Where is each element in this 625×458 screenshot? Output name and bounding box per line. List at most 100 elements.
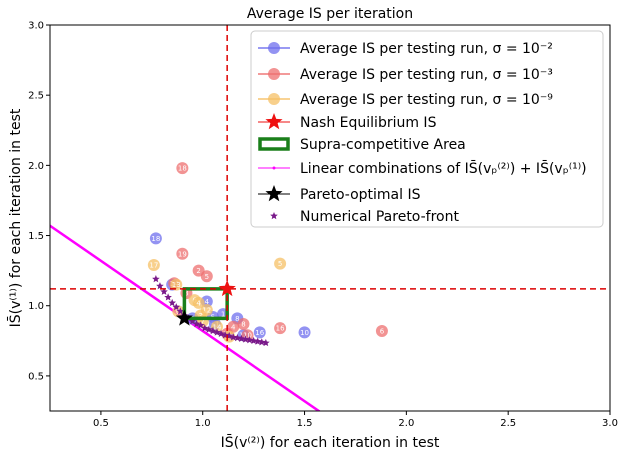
pareto-front-point <box>237 334 246 342</box>
legend-marker <box>265 185 283 202</box>
legend-label: Average IS per testing run, σ = 10⁻² <box>300 41 553 57</box>
legend-marker <box>268 93 280 105</box>
pareto-front-point <box>253 337 262 345</box>
legend-entry-nash: Nash Equilibrium IS <box>258 113 437 131</box>
pareto-front-point <box>262 338 270 347</box>
x-tick-label: 1.0 <box>195 418 211 429</box>
data-point <box>200 270 213 283</box>
pareto-front-point <box>196 321 205 329</box>
pareto-front-point <box>168 298 176 307</box>
markers-layer <box>175 279 236 326</box>
legend-entry-blue: Average IS per testing run, σ = 10⁻² <box>258 41 553 57</box>
legend-label: Average IS per testing run, σ = 10⁻³ <box>300 67 553 83</box>
data-point <box>375 324 388 337</box>
legend-marker <box>258 137 290 151</box>
legend-label: Numerical Pareto-front <box>300 209 459 225</box>
data-point <box>274 257 287 270</box>
pareto-front-point <box>164 293 172 301</box>
data-point-label: 2 <box>196 267 200 275</box>
data-point-label: 4 <box>196 299 201 307</box>
nash-dashed-lines <box>50 25 610 411</box>
pareto-front-point <box>233 334 242 342</box>
legend-marker <box>265 113 283 130</box>
legend-label: Average IS per testing run, σ = 10⁻⁹ <box>300 92 553 108</box>
legend-label: Nash Equilibrium IS <box>300 115 437 131</box>
legend-entry-supra: Supra-competitive Area <box>258 137 466 153</box>
data-point <box>147 259 160 272</box>
data-point-label: 4 <box>205 298 210 306</box>
legend-entry-red: Average IS per testing run, σ = 10⁻³ <box>258 67 553 83</box>
legend-marker <box>270 212 278 220</box>
data-point-label: 1 <box>221 311 225 319</box>
y-tick-label: 3.0 <box>28 21 44 32</box>
pareto-front-point <box>241 335 250 343</box>
x-axis-label: IS̄(v⁽²⁾) for each iteration in test <box>221 433 440 451</box>
y-tick-label: 1.0 <box>28 301 44 312</box>
data-point-label: 4 <box>231 323 236 331</box>
pareto-front-point <box>172 303 181 311</box>
data-point-label: 14 <box>213 323 222 331</box>
data-point-label: 18 <box>151 235 160 243</box>
data-point <box>274 322 287 335</box>
pareto-front-point <box>245 336 254 344</box>
data-point-label: 0 <box>176 308 180 316</box>
pareto-front-point <box>152 275 160 283</box>
legend-box <box>250 30 604 228</box>
x-tick-label: 0.5 <box>93 418 109 429</box>
legend-entry-orange: Average IS per testing run, σ = 10⁻⁹ <box>258 92 553 108</box>
legend-label: Supra-competitive Area <box>300 137 466 153</box>
data-point-label: 3 <box>184 290 188 298</box>
data-point-label: 10 <box>243 332 252 340</box>
data-point-label: 6 <box>380 327 385 335</box>
legend-label: Linear combinations of IS̄(vₚ⁽²⁾) + IS̄(… <box>300 159 587 177</box>
pareto-optimal-marker <box>175 309 193 326</box>
x-tick-label: 2.5 <box>500 418 516 429</box>
legend-marker <box>268 42 280 54</box>
chart-title: Average IS per iteration <box>247 6 413 22</box>
pareto-front-point <box>176 307 185 315</box>
legend-marker <box>268 68 280 80</box>
pareto-front-point <box>249 336 258 345</box>
data-point-label: 10 <box>300 329 309 337</box>
data-point <box>253 326 266 339</box>
data-point-label: 12 <box>202 306 211 314</box>
data-point-label: 18 <box>178 165 187 173</box>
data-point-label: 8 <box>235 315 239 323</box>
data-point-label: 5 <box>278 260 282 268</box>
data-point-label: 5 <box>205 273 209 281</box>
pareto-front-point <box>229 333 238 341</box>
y-axis-label: IS̄(v⁽¹⁾) for each iteration in test <box>6 108 24 327</box>
data-point-label: 17 <box>149 262 158 270</box>
data-point <box>149 232 162 245</box>
x-tick-label: 1.5 <box>297 418 313 429</box>
plot-frame <box>49 24 611 412</box>
data-point-label: 13 <box>172 281 181 289</box>
legend-entry-linear: Linear combinations of IS̄(vₚ⁽²⁾) + IS̄(… <box>258 159 587 177</box>
data-point <box>176 247 189 260</box>
pareto-front-point <box>257 338 266 346</box>
x-tick-label: 2.0 <box>398 418 414 429</box>
data-point <box>176 162 189 175</box>
legend-entry-front: Numerical Pareto-front <box>270 209 459 225</box>
data-point <box>298 326 311 339</box>
pareto-front-point <box>188 317 197 325</box>
y-tick-label: 2.5 <box>28 91 44 102</box>
legend-marker <box>272 166 276 170</box>
data-point <box>192 296 205 309</box>
data-point <box>237 317 250 330</box>
y-tick-label: 1.5 <box>28 231 44 242</box>
data-point-label: 19 <box>178 250 187 258</box>
x-axis-ticks: 0.5 1.0 1.5 2.0 2.5 3.0 <box>93 411 618 429</box>
legend-label: Pareto-optimal IS <box>300 187 421 203</box>
pareto-front-point <box>160 287 168 295</box>
pareto-front-point <box>156 282 164 290</box>
y-tick-label: 0.5 <box>28 371 44 382</box>
y-tick-label: 2.0 <box>28 161 44 172</box>
x-tick-label: 3.0 <box>602 418 618 429</box>
nash-equilibrium-marker <box>218 279 236 297</box>
data-point-label: 7 <box>200 318 204 326</box>
data-point-label: 16 <box>276 325 285 333</box>
legend: Average IS per testing run, σ = 10⁻² Aver… <box>250 30 604 228</box>
data-point <box>170 278 183 291</box>
